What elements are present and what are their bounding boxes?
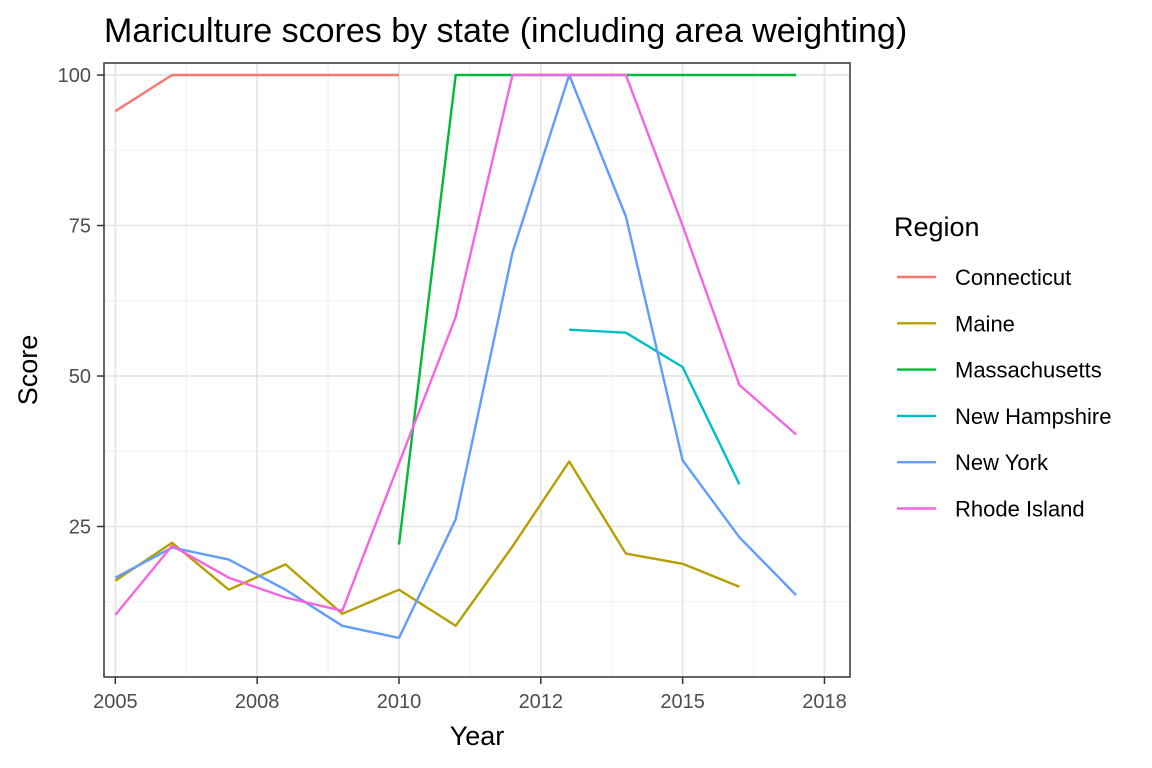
x-tick-label: 2015	[660, 691, 705, 713]
legend-label: Massachusetts	[955, 358, 1102, 383]
series-line-new-hampshire	[569, 328, 741, 485]
legend-title: Region	[894, 212, 980, 242]
series-line-maine	[114, 460, 740, 627]
series-line-new-york	[114, 73, 797, 640]
legend-label: Rhode Island	[955, 497, 1085, 522]
legend-item: New York	[897, 450, 1049, 475]
legend-item: Connecticut	[897, 265, 1071, 290]
legend-item: Rhode Island	[897, 497, 1085, 522]
x-tick-label: 2005	[93, 691, 138, 713]
y-tick-label: 50	[69, 366, 91, 388]
chart-title: Mariculture scores by state (including a…	[104, 12, 907, 50]
x-axis: 2005 2008 2010 2012 2015 2018	[93, 677, 847, 713]
x-tick-label: 2018	[802, 691, 847, 713]
legend-label: Connecticut	[955, 265, 1071, 290]
plot-area	[103, 62, 851, 678]
legend-label: New Hampshire	[955, 404, 1112, 429]
legend: Region Connecticut Maine Massachusetts New …	[894, 212, 1112, 522]
panel-border	[103, 62, 851, 678]
y-axis-title: Score	[13, 335, 43, 406]
y-tick-label: 25	[69, 517, 91, 539]
y-axis: 25 50 75 100	[58, 65, 104, 539]
series-line-rhode-island	[114, 73, 797, 616]
legend-item: Maine	[897, 311, 1015, 336]
x-tick-label: 2012	[519, 691, 564, 713]
x-tick-label: 2010	[377, 691, 422, 713]
x-tick-label: 2008	[235, 691, 280, 713]
series-line-connecticut	[114, 73, 399, 113]
legend-item: Massachusetts	[897, 358, 1102, 383]
legend-label: Maine	[955, 311, 1015, 336]
series-lines	[114, 73, 797, 640]
legend-items: Connecticut Maine Massachusetts New Hampshi…	[897, 265, 1112, 522]
legend-label: New York	[955, 450, 1049, 475]
legend-item: New Hampshire	[897, 404, 1112, 429]
y-tick-label: 75	[69, 216, 91, 238]
panel-background	[104, 63, 850, 677]
x-axis-title: Year	[450, 721, 505, 751]
y-tick-label: 100	[58, 65, 91, 87]
